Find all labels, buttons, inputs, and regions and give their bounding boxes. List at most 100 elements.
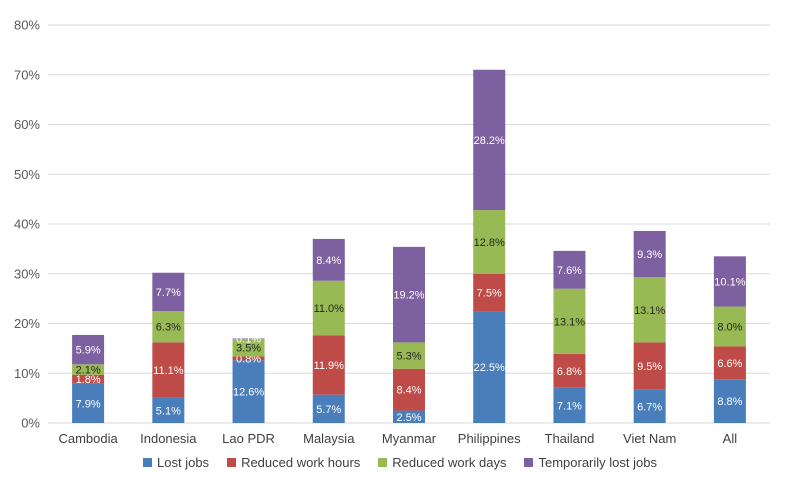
data-label: 6.6% — [717, 358, 742, 370]
data-label: 6.3% — [156, 322, 181, 334]
legend-item: Temporarily lost jobs — [524, 455, 657, 470]
data-label: 6.7% — [637, 401, 662, 413]
bar-segment — [713, 346, 746, 380]
data-label: 8.0% — [717, 321, 742, 333]
bar-segment — [152, 342, 185, 398]
bar-segment — [232, 360, 265, 423]
data-label: 5.7% — [316, 404, 341, 416]
data-label: 7.7% — [156, 287, 181, 299]
data-label: 8.8% — [717, 396, 742, 408]
bar-segment — [312, 394, 345, 423]
data-label: 9.5% — [637, 361, 662, 373]
data-label: 0.1% — [236, 334, 261, 346]
y-tick-label: 40% — [14, 217, 40, 232]
stacked-bar-chart: 0% 10% 20% 30% 40% 50% 60% 70% 80% 7.9% 1.8%2.1% 5.… — [14, 18, 770, 446]
bar-segment — [633, 230, 666, 278]
data-label: 11.0% — [314, 303, 345, 315]
legend-swatch — [524, 458, 534, 467]
y-tick-label: 10% — [14, 366, 40, 381]
bar-segment — [152, 397, 185, 423]
bar-segment — [72, 383, 105, 423]
bar-segment — [473, 311, 506, 423]
legend-swatch — [143, 458, 153, 467]
bar-segment — [713, 379, 746, 423]
legend-label: Temporarily lost jobs — [538, 455, 657, 470]
bar-segment — [312, 335, 345, 395]
data-label: 13.1% — [634, 305, 665, 317]
data-label: 28.2% — [474, 135, 505, 147]
bar-segment — [72, 364, 105, 375]
bar-segment — [473, 69, 506, 211]
bar-segment — [553, 250, 586, 289]
bar-segment — [393, 342, 425, 369]
y-tick-label: 30% — [14, 266, 40, 281]
data-label: 2.5% — [396, 412, 421, 424]
x-tick-label: All — [723, 431, 738, 446]
data-label: 1.8% — [76, 374, 101, 386]
legend-label: Lost jobs — [157, 455, 210, 470]
bar-segment — [312, 238, 345, 281]
data-label: 7.5% — [477, 287, 502, 299]
x-tick-label: Myanmar — [382, 431, 437, 446]
y-tick-label: 20% — [14, 316, 40, 331]
x-tick-label: Thailand — [545, 431, 595, 446]
y-tick-label: 70% — [14, 67, 40, 82]
data-label: 12.8% — [474, 237, 505, 249]
bar-segment — [553, 288, 586, 354]
bar-segment — [152, 311, 185, 343]
data-label: 8.4% — [316, 255, 341, 267]
bar-segment — [72, 374, 105, 384]
x-tick-label: Lao PDR — [222, 431, 275, 446]
x-tick-label: Cambodia — [58, 431, 118, 446]
legend-swatch — [227, 458, 237, 467]
x-tick-label: Viet Nam — [623, 431, 676, 446]
y-tick-label: 80% — [14, 18, 40, 33]
x-tick-label: Philippines — [458, 431, 521, 446]
bar-segment — [553, 387, 586, 423]
legend-label: Reduced work days — [392, 455, 507, 470]
data-label: 13.1% — [554, 316, 585, 328]
bar-segment — [393, 368, 425, 411]
legend: Lost jobs Reduced work hours Reduced work … — [0, 455, 800, 470]
data-label: 10.1% — [714, 276, 745, 288]
data-label: 6.8% — [557, 366, 582, 378]
data-label: 22.5% — [474, 362, 505, 374]
data-label: 9.3% — [637, 249, 662, 261]
data-label: 7.9% — [76, 398, 101, 410]
y-tick-label: 0% — [21, 416, 40, 431]
bar-segment — [633, 342, 666, 390]
legend-item: Reduced work hours — [227, 455, 360, 470]
bar-segment — [393, 410, 425, 423]
legend-item: Reduced work days — [378, 455, 506, 470]
legend-item: Lost jobs — [143, 455, 209, 470]
bar-segment — [633, 277, 666, 343]
x-tick-label: Malaysia — [303, 431, 355, 446]
bar-segment — [713, 306, 746, 347]
data-label: 11.9% — [314, 360, 345, 372]
data-label: 2.1% — [76, 365, 101, 377]
data-label: 7.1% — [557, 400, 582, 412]
legend-label: Reduced work hours — [241, 455, 361, 470]
bar-segment — [312, 280, 345, 336]
data-label: 5.9% — [76, 345, 101, 357]
y-tick-label: 60% — [14, 117, 40, 132]
data-label: 5.3% — [396, 351, 421, 363]
bar-segment — [473, 210, 506, 274]
bar-segment — [232, 338, 265, 357]
data-label: 5.1% — [156, 405, 181, 417]
bar-segment — [393, 246, 425, 343]
y-tick-label: 50% — [14, 167, 40, 182]
data-label: 7.6% — [557, 265, 582, 277]
bar-segment — [152, 272, 185, 312]
bar-segment — [473, 273, 506, 312]
bar-segment — [713, 256, 746, 307]
bar-segment — [232, 356, 265, 361]
bar-segment — [72, 334, 105, 365]
x-tick-label: Indonesia — [140, 431, 197, 446]
data-label: 11.1% — [153, 365, 184, 377]
data-label: 19.2% — [393, 290, 424, 302]
bar-segment — [553, 353, 586, 388]
bar-segment — [633, 389, 666, 423]
data-label: 12.6% — [233, 387, 264, 399]
